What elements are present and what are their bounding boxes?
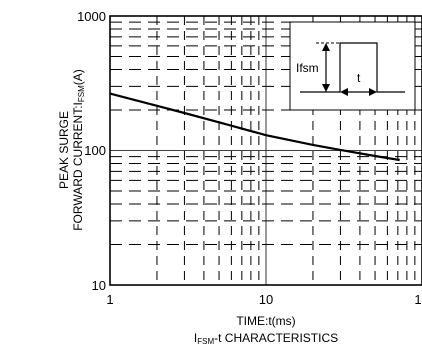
caption: IFSM-t CHARACTERISTICS <box>194 331 338 346</box>
caption-rest: -t CHARACTERISTICS <box>214 331 338 345</box>
y-axis-title-sub: FSM <box>77 85 86 102</box>
inset-diagram: Ifsm t <box>289 21 416 111</box>
inset-arrowhead-up <box>322 43 330 51</box>
inset-arrowhead-right <box>369 88 377 96</box>
inset-t-label: t <box>357 71 361 85</box>
inset-ifsm-label: Ifsm <box>296 61 319 75</box>
major-grid <box>110 16 422 285</box>
y-tick-label-10: 10 <box>92 278 106 293</box>
y-axis-title: PEAK SURGE FORWARD CURRENT:IFSM(A) <box>57 69 86 231</box>
y-axis-title-main: FORWARD CURRENT:I <box>71 102 85 231</box>
caption-sub: FSM <box>197 337 214 346</box>
y-axis-title-line2: FORWARD CURRENT:IFSM(A) <box>71 69 86 231</box>
y-tick-label-1000: 1000 <box>77 9 106 24</box>
inset-arrowhead-left <box>340 88 348 96</box>
inset-pulse <box>300 42 405 93</box>
inset-box <box>289 21 416 111</box>
y-tick-label-100: 100 <box>84 143 106 158</box>
x-axis-title: TIME:t(ms) <box>236 314 295 328</box>
y-axis-title-line1: PEAK SURGE <box>57 111 71 189</box>
series-layer <box>109 92 400 162</box>
y-axis-title-unit: (A) <box>71 69 85 85</box>
x-tick-label-1: 1 <box>106 292 113 307</box>
x-tick-label-10: 10 <box>259 292 273 307</box>
x-tick-label-100: 1 <box>414 292 421 307</box>
series-line-1 <box>109 92 400 162</box>
caption-main: I <box>194 331 197 345</box>
inset-arrowhead-down <box>322 84 330 92</box>
